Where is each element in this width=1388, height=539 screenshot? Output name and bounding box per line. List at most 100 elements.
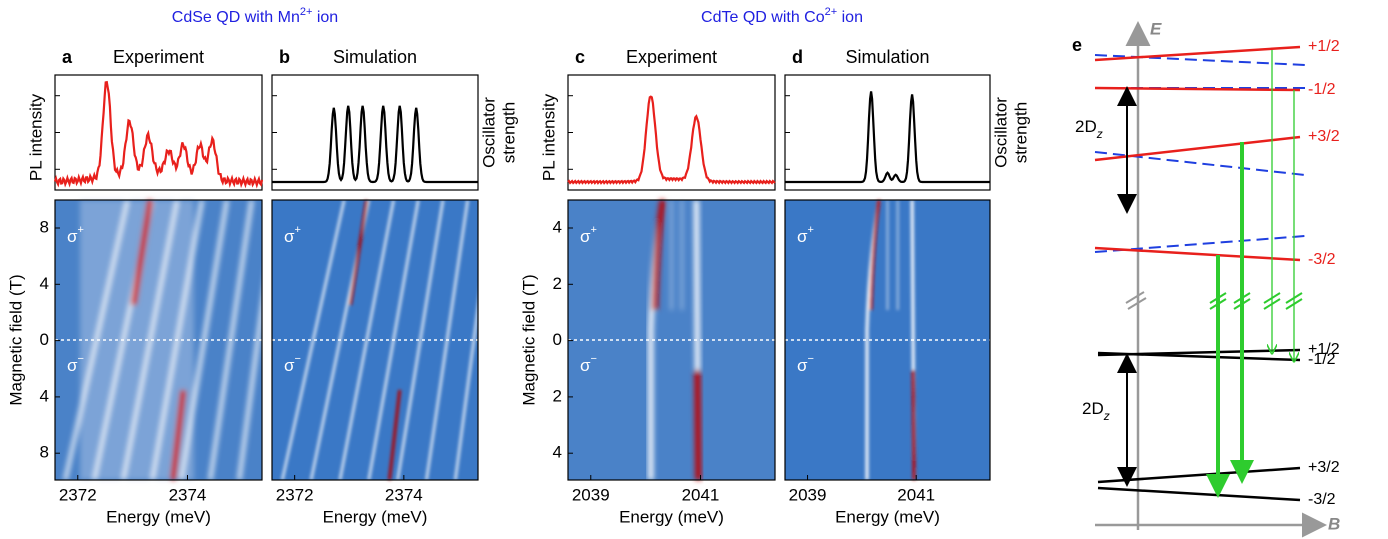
panel-letter: e [1072,35,1082,55]
y-tick-label: 8 [40,217,49,236]
break-mark [1285,292,1303,304]
break-mark [1263,298,1281,310]
splitting-sub: z [1096,127,1103,141]
level-label: -3/2 [1308,251,1336,268]
y-tick-label: 2 [553,386,562,405]
x-axis-label: Energy (meV) [619,507,724,526]
polarization-label: σ+ [284,224,301,247]
sigma: σ [797,356,808,375]
heatmap-lines [648,199,702,481]
x-tick-label: 2041 [682,485,720,504]
break-mark [1233,298,1251,310]
y-axis-label: PL intensity [26,93,45,181]
title-tail: ion [312,9,338,26]
level-label: -1/2 [1308,351,1336,368]
section-title: CdSe QD with Mn2+ ion [172,6,338,26]
sigma: σ [797,227,808,246]
panel-letter: a [62,47,73,67]
panel-title: Experiment [113,47,204,67]
polarization-label: σ− [797,353,814,376]
red-line [651,199,666,311]
sigma: σ [67,227,78,246]
x-tick-label: 2041 [897,485,935,504]
heatmap-frame [271,199,479,481]
sigma-sign: − [295,353,301,365]
title-tail: ion [837,9,863,26]
sigma: σ [580,356,591,375]
y-tick-label: 4 [40,386,49,405]
panel-letter: b [279,47,290,67]
break-mark [1233,292,1251,304]
level-line [237,199,279,481]
axis-break [1127,297,1147,310]
sigma: σ [284,227,295,246]
sigma: σ [580,227,591,246]
red-line [130,199,154,306]
level [1094,246,1301,262]
break-mark [1209,298,1227,310]
spectrum-curve [272,105,478,184]
axis-label: B [1328,514,1340,533]
level-line [281,199,346,481]
axis-label: E [1150,19,1162,38]
section-title: CdTe QD with Co2+ ion [701,6,863,26]
y-axis-label-right: strength [499,102,518,163]
panel-title: Simulation [845,47,929,67]
level-label: +1/2 [1308,38,1340,55]
sigma-sign: − [78,353,84,365]
x-axis-label: Energy (meV) [323,507,428,526]
sigma-sign: + [78,224,84,236]
polarization-label: σ− [67,353,84,376]
red-line [387,389,402,481]
level-label: +3/2 [1308,459,1340,476]
level [1094,135,1301,162]
level-label: -3/2 [1308,491,1336,508]
spectrum-curve [567,95,776,185]
polarization-label: σ+ [580,224,597,247]
y-tick-label: 2 [553,274,562,293]
panel-title: Simulation [333,47,417,67]
level [1097,351,1301,362]
red-line [694,369,702,481]
level-label: -1/2 [1308,81,1336,98]
red-line [869,199,881,311]
x-tick-label: 2372 [59,485,97,504]
splitting-text: 2D [1075,117,1097,136]
splitting-sub: z [1103,409,1110,423]
y-axis-label-right: Oscillator [479,97,498,168]
sigma-sign: + [295,224,301,236]
level [1097,466,1301,484]
dashed-level [1094,54,1306,66]
red-line [170,389,187,481]
heatmap-lines [865,199,916,481]
x-tick-label: 2039 [789,485,827,504]
polarization-label: σ− [284,353,301,376]
polarization-label: σ− [580,353,597,376]
y-axis-label: PL intensity [539,93,558,181]
y-axis-label-right: Oscillator [991,97,1010,168]
sigma-sign: − [591,353,597,365]
break-mark [1285,298,1303,310]
panel-title: Experiment [626,47,717,67]
splitting-label: 2Dz [1082,399,1110,423]
title-sup: 2+ [300,6,313,18]
polarization-label: σ+ [67,224,84,247]
x-axis-label: Energy (meV) [106,507,211,526]
polarization-label: σ+ [797,224,814,247]
level-line [179,199,229,481]
y-tick-label: 4 [553,443,562,462]
heatmap-frame [784,199,991,481]
sigma: σ [284,356,295,375]
red-line [911,369,916,481]
x-tick-label: 2039 [572,485,610,504]
level [1094,86,1301,92]
spectrum-curve [785,91,990,184]
heatmap-frame [567,199,776,481]
sigma-sign: − [808,353,814,365]
level-label: +3/2 [1308,128,1340,145]
x-tick-label: 2374 [385,485,423,504]
level-line [63,199,130,481]
spectrum-curve [53,80,264,189]
level [1097,486,1301,502]
